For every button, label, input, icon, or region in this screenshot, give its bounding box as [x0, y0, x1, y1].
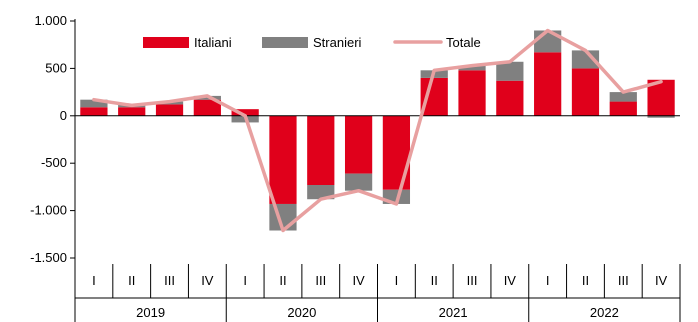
quarter-label: II	[128, 273, 135, 288]
quarter-label: IV	[655, 273, 668, 288]
quarter-label: I	[395, 273, 399, 288]
quarter-label: I	[546, 273, 550, 288]
year-label: 2020	[287, 305, 316, 320]
axes	[74, 19, 681, 322]
year-label: 2022	[590, 305, 619, 320]
bar-italiani	[193, 99, 221, 116]
bar-stranieri	[496, 61, 524, 81]
bar-italiani	[307, 115, 335, 186]
legend-swatch	[262, 37, 308, 48]
bar-stranieri	[80, 99, 108, 108]
bar-italiani	[80, 107, 108, 116]
legend-label: Totale	[446, 35, 481, 50]
quarter-label: III	[618, 273, 629, 288]
y-tick-label: -1.000	[30, 203, 67, 218]
legend-item-stranieri: Stranieri	[262, 35, 362, 50]
quarter-label: II	[431, 273, 438, 288]
line-totale	[92, 28, 663, 233]
quarter-label: IV	[201, 273, 214, 288]
legend-item-italiani: Italiani	[143, 35, 232, 50]
quarter-label: I	[243, 273, 247, 288]
bar-italiani	[609, 101, 637, 116]
bar-italiani	[155, 104, 184, 116]
bar-italiani	[571, 68, 600, 116]
legend-swatch	[143, 37, 189, 48]
bar-stranieri	[571, 50, 600, 69]
bar-stranieri	[344, 173, 373, 191]
year-label: 2021	[439, 305, 468, 320]
bar-italiani	[458, 70, 486, 116]
y-tick-label: 0	[60, 108, 67, 123]
bars	[80, 30, 675, 231]
quarter-label: II	[582, 273, 589, 288]
quarter-label: IV	[504, 273, 517, 288]
quarter-label: III	[315, 273, 326, 288]
quarter-label: III	[467, 273, 478, 288]
legend-label: Italiani	[194, 35, 232, 50]
bar-stranieri	[647, 115, 675, 118]
y-tick-label: -500	[41, 155, 67, 170]
bar-italiani	[231, 109, 259, 116]
quarter-label: II	[279, 273, 286, 288]
quarter-label: IV	[352, 273, 365, 288]
total-line-layer	[92, 28, 663, 233]
bar-italiani	[118, 107, 146, 116]
legend: Italiani Stranieri Totale	[143, 35, 481, 50]
bar-italiani	[344, 115, 373, 174]
quarter-label: I	[92, 273, 96, 288]
y-tick-label: 500	[45, 60, 67, 75]
y-tick-label: 1.000	[34, 13, 67, 28]
bar-stranieri	[458, 65, 486, 71]
bar-italiani	[269, 115, 297, 204]
bar-stranieri	[307, 185, 335, 200]
y-tick-label: -1.500	[30, 250, 67, 265]
bar-italiani	[382, 115, 411, 190]
quarter-label: III	[164, 273, 175, 288]
legend-item-totale: Totale	[393, 35, 481, 50]
bar-italiani	[496, 80, 524, 116]
year-label: 2019	[136, 305, 165, 320]
bar-stranieri	[609, 92, 637, 102]
bar-italiani	[534, 52, 562, 116]
legend-label: Stranieri	[313, 35, 362, 50]
y-axis-ticks: 1.000 500 0 -500 -1.000 -1.500	[30, 13, 75, 265]
